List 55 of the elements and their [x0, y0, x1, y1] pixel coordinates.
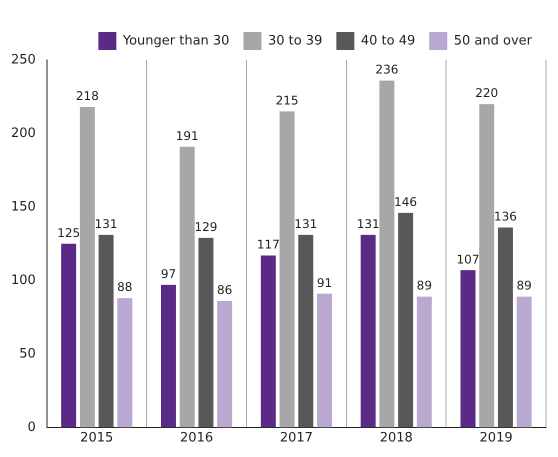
bar [198, 238, 214, 428]
data-label: 107 [456, 252, 480, 266]
legend-label: 40 to 49 [360, 33, 416, 48]
bar [280, 111, 295, 428]
data-label: 136 [494, 210, 517, 224]
data-label: 218 [76, 89, 99, 104]
data-label: 89 [516, 278, 532, 293]
bar [479, 104, 494, 428]
data-label: 191 [176, 128, 199, 143]
data-label: 86 [217, 283, 232, 298]
y-tick-label: 0 [28, 420, 36, 435]
data-label: 97 [160, 266, 176, 281]
y-tick-label: 250 [10, 52, 36, 68]
y-tick-label: 200 [10, 126, 36, 141]
data-label: 91 [316, 276, 332, 290]
data-label: 129 [194, 220, 218, 234]
bar [80, 107, 95, 428]
bar [217, 301, 232, 428]
bar [398, 212, 414, 428]
x-tick-label: 2016 [180, 430, 214, 446]
data-label: 236 [375, 62, 398, 77]
bar [98, 234, 114, 428]
data-label: 220 [475, 86, 498, 100]
bar [117, 298, 132, 428]
bar [317, 294, 332, 428]
data-label: 215 [276, 94, 298, 108]
bar [360, 234, 376, 428]
legend-label: Younger than 30 [122, 33, 230, 48]
legend-label: 30 to 39 [268, 33, 322, 48]
bar [298, 234, 314, 428]
bar [498, 228, 513, 428]
data-label: 117 [256, 238, 280, 252]
bar [460, 270, 476, 428]
data-label: 146 [394, 194, 418, 209]
data-label: 88 [117, 280, 132, 294]
y-tick-label: 50 [19, 346, 36, 362]
x-tick-label: 2015 [80, 430, 114, 446]
data-label: 131 [356, 217, 380, 232]
data-label: 131 [94, 217, 118, 232]
y-tick-label: 100 [10, 272, 36, 288]
y-tick-label: 150 [10, 199, 36, 214]
x-tick-label: 2019 [480, 430, 513, 446]
bar [161, 284, 176, 428]
bar [516, 296, 532, 428]
bar [416, 296, 432, 428]
data-label: 125 [57, 226, 80, 240]
bar [180, 146, 195, 428]
data-label: 89 [416, 278, 432, 293]
bar [61, 244, 76, 428]
data-label: 131 [294, 217, 318, 232]
bar [379, 80, 394, 428]
x-tick-label: 2017 [280, 430, 313, 446]
bar [260, 255, 276, 428]
legend-label: 50 and over [454, 33, 533, 48]
x-tick-label: 2018 [380, 430, 413, 446]
